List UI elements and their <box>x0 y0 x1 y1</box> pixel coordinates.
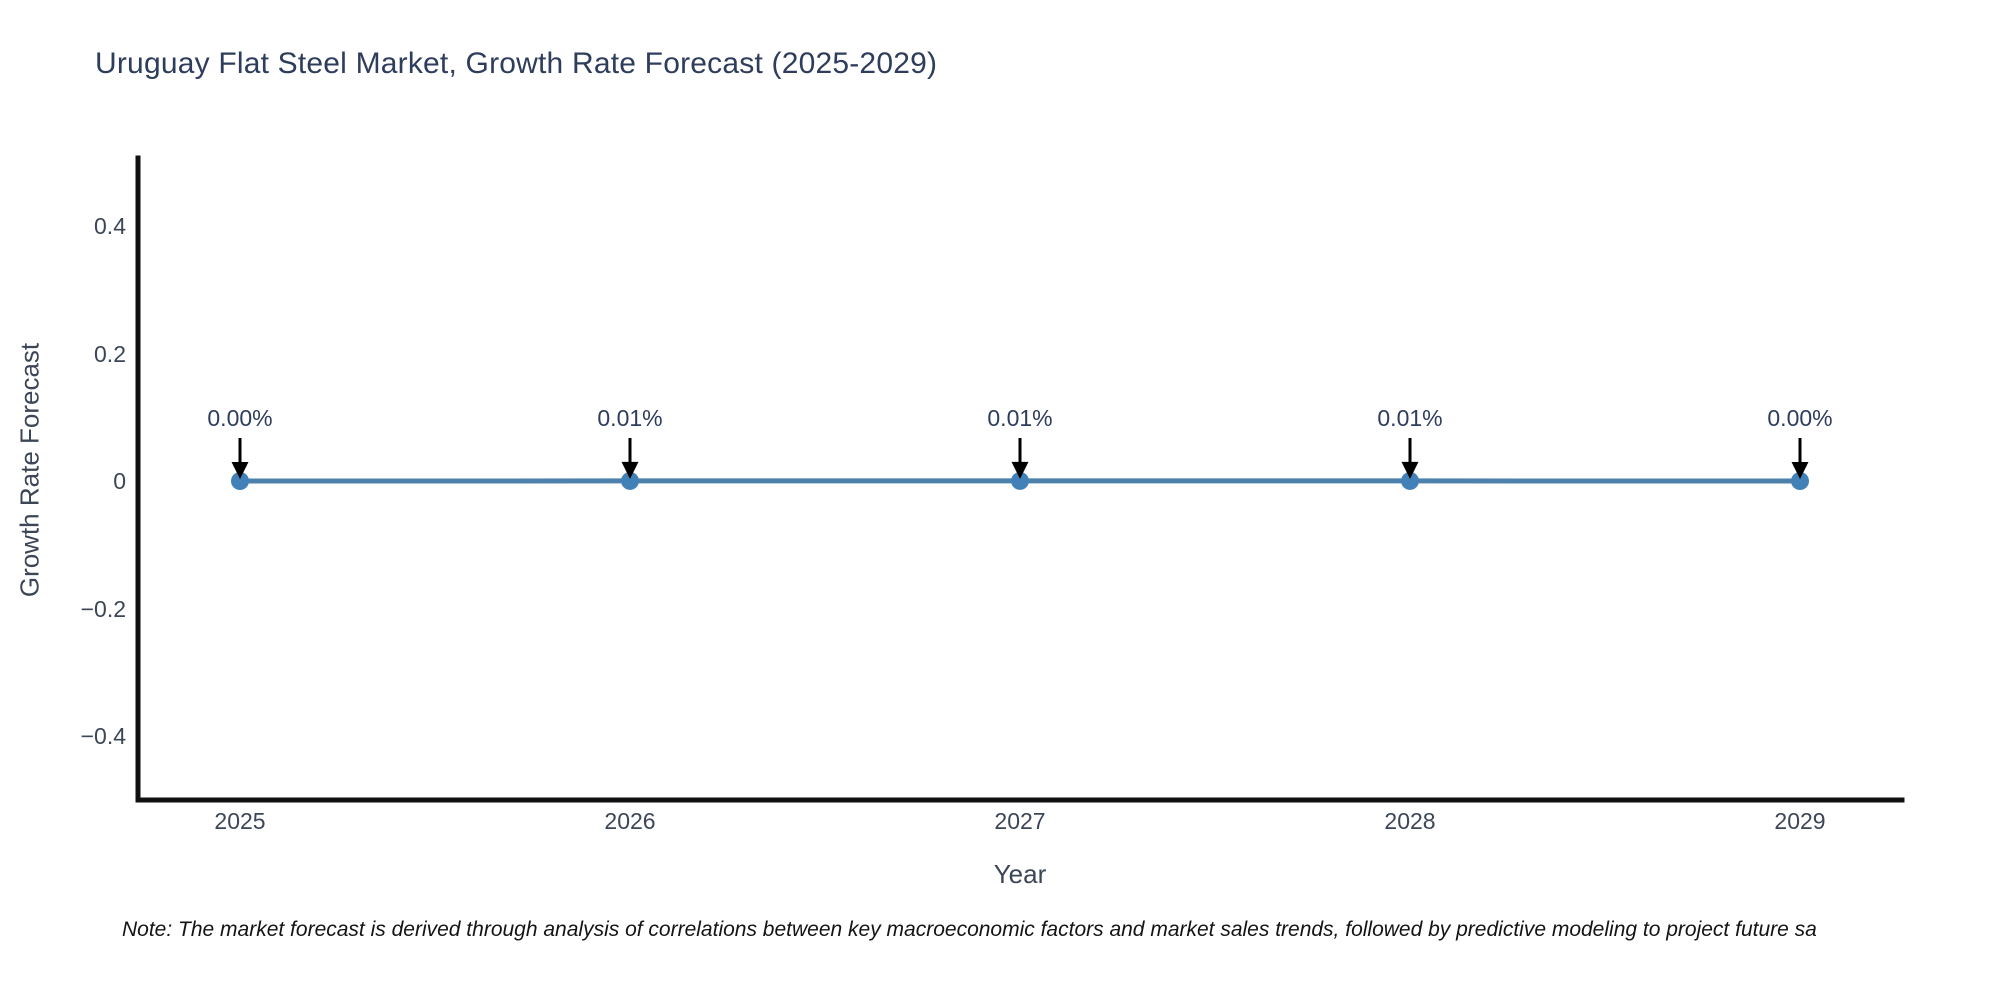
data-point-marker <box>1011 471 1029 490</box>
x-tick-label: 2027 <box>994 808 1046 834</box>
data-point-marker <box>621 471 639 490</box>
data-point-label: 0.00% <box>1767 405 1833 431</box>
data-point-marker <box>1791 472 1809 490</box>
annotation-arrow-head <box>621 461 639 479</box>
data-point-label: 0.01% <box>987 405 1053 431</box>
y-tick-label: 0 <box>113 468 126 494</box>
footnote: Note: The market forecast is derived thr… <box>122 918 1817 941</box>
annotation-arrow-head <box>231 462 249 479</box>
y-tick-label: −0.4 <box>80 723 126 749</box>
data-point-label: 0.01% <box>1377 405 1443 431</box>
y-tick-label: 0.2 <box>94 340 126 367</box>
x-axis-title: Year <box>993 859 1047 889</box>
x-tick-label: 2028 <box>1384 808 1436 834</box>
y-tick-label: 0.4 <box>94 213 126 239</box>
annotation-arrow-head <box>1791 462 1809 479</box>
series-layer <box>231 438 1809 490</box>
data-point-marker <box>1401 471 1419 490</box>
annotation-arrow-head <box>1011 461 1029 479</box>
annotation-arrow-head <box>1401 461 1419 479</box>
y-tick-label: −0.2 <box>80 595 126 622</box>
x-tick-label: 2029 <box>1774 808 1826 834</box>
data-point-label: 0.00% <box>207 405 273 431</box>
data-point-label: 0.01% <box>597 405 663 431</box>
x-tick-label: 2026 <box>604 808 656 834</box>
x-tick-label: 2025 <box>214 808 266 834</box>
data-point-marker <box>231 472 249 490</box>
chart-title: Uruguay Flat Steel Market, Growth Rate F… <box>95 47 938 80</box>
